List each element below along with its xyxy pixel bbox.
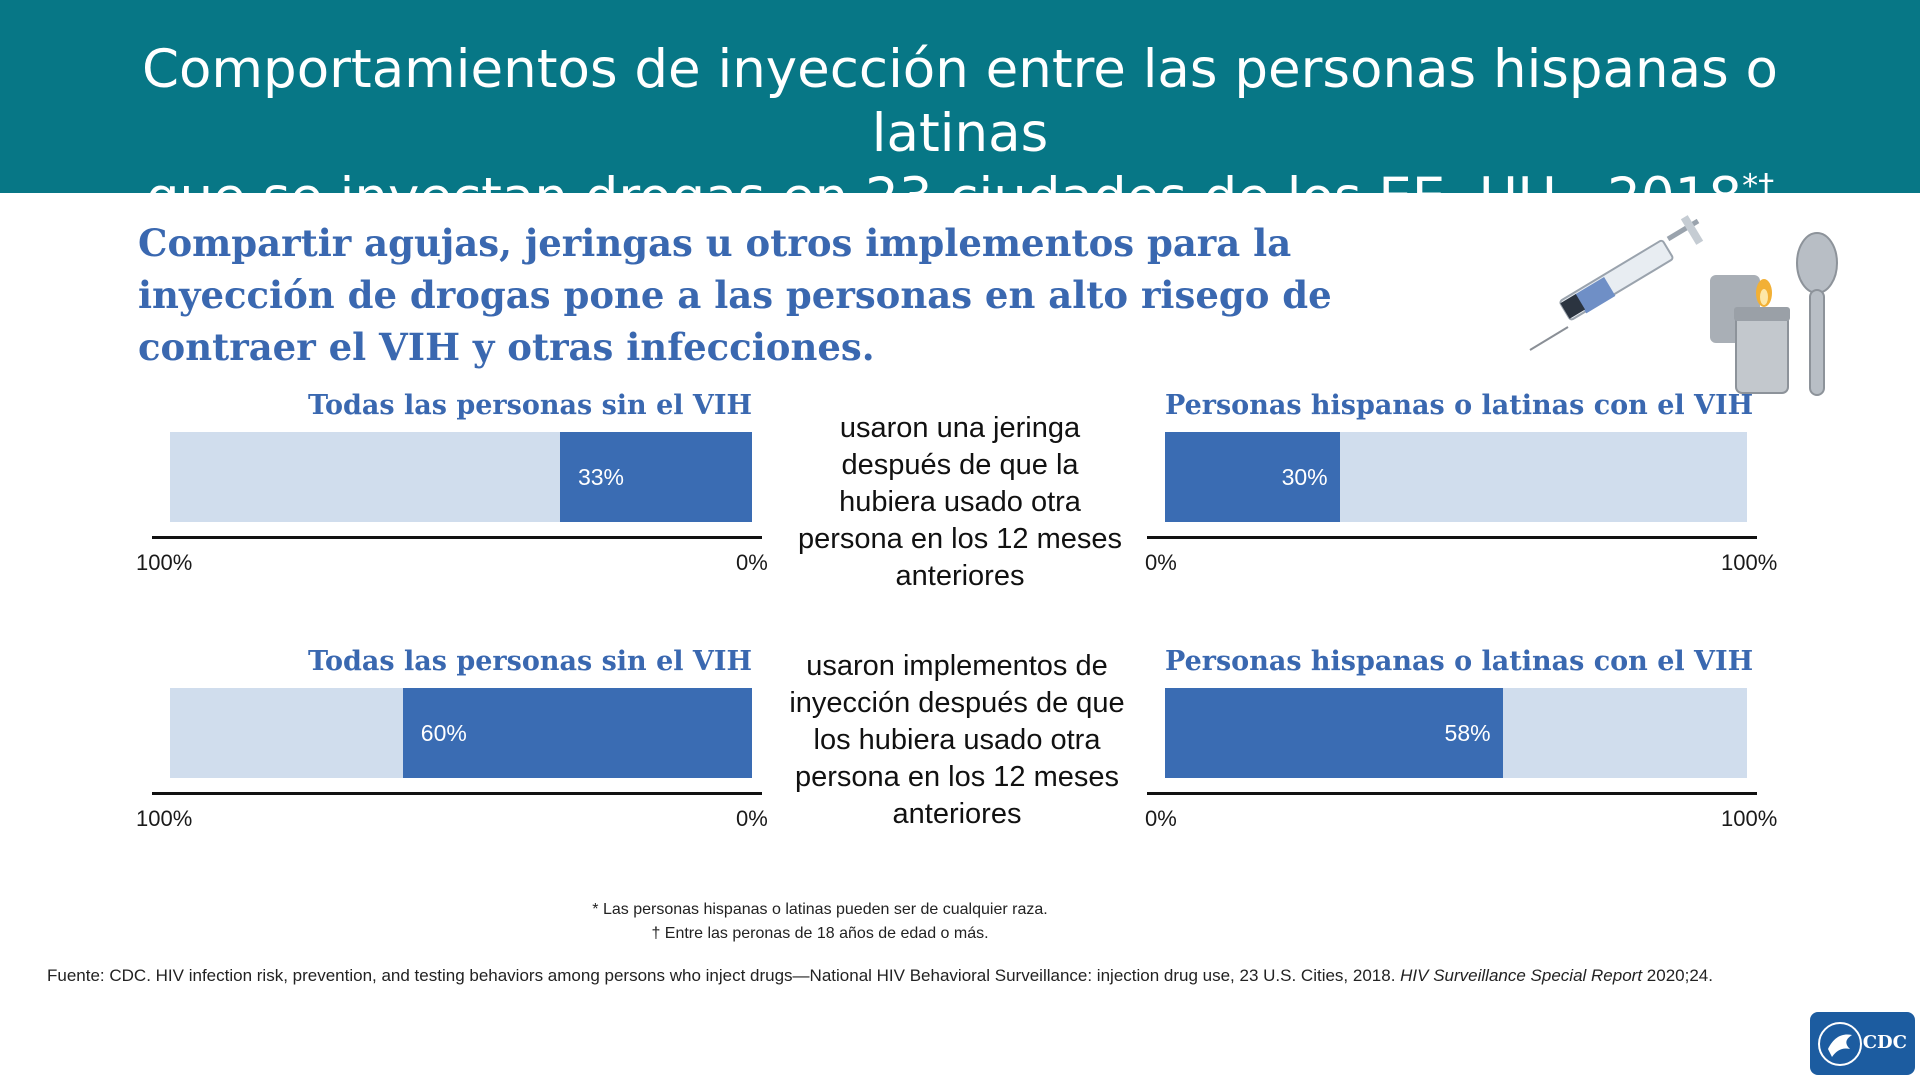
bar-track: 33% — [170, 432, 752, 522]
chart-4: Personas hispanas o latinas con el VIH 5… — [1145, 646, 1777, 846]
chart-1: Todas las personas sin el VIH 33% 100% 0… — [136, 390, 768, 590]
tick-label-right: 0% — [736, 806, 768, 831]
cdc-logo-text: CDC — [1862, 1032, 1907, 1053]
lighter-icon — [1710, 275, 1790, 394]
title-line-1: Comportamientos de inyección entre las p… — [142, 39, 1778, 164]
bar-fill — [559, 432, 752, 522]
cdc-logo: CDC — [1810, 1012, 1915, 1075]
bar-fill — [1165, 432, 1340, 522]
bar-fill — [1165, 688, 1503, 778]
bar-fill — [402, 688, 752, 778]
description-2: usaron implementos de inyección después … — [789, 650, 1125, 830]
chart-title: Todas las personas sin el VIH — [308, 390, 752, 421]
source-italic: HIV Surveillance Special Report — [1400, 966, 1643, 985]
tick-label-left: 100% — [136, 806, 193, 831]
chart-3: Todas las personas sin el VIH 60% 100% 0… — [136, 646, 768, 846]
drug-paraphernalia-illustration — [1529, 215, 1838, 396]
description-1: usaron una jeringa después de que la hub… — [797, 412, 1123, 592]
bar-value-label: 60% — [420, 720, 467, 746]
chart-title: Personas hispanas o latinas con el VIH — [1165, 646, 1754, 677]
axis-line — [152, 792, 762, 795]
bar-track: 30% — [1165, 432, 1747, 522]
bar-track: 60% — [170, 688, 752, 778]
source-citation: Fuente: CDC. HIV infection risk, prevent… — [47, 966, 1713, 986]
bar-track: 58% — [1165, 688, 1747, 778]
tick-label-right: 100% — [1721, 550, 1778, 575]
chart-title: Todas las personas sin el VIH — [308, 646, 752, 677]
syringe-icon — [1529, 215, 1704, 351]
chart-2: Personas hispanas o latinas con el VIH 3… — [1145, 390, 1777, 590]
hhs-eagle-icon — [1818, 1022, 1862, 1066]
page-title: Comportamientos de inyección entre las p… — [60, 38, 1860, 230]
source-tail: 2020;24. — [1642, 966, 1713, 985]
chart-title: Personas hispanas o latinas con el VIH — [1165, 390, 1754, 421]
tick-label-right: 0% — [736, 550, 768, 575]
axis-line — [1147, 792, 1757, 795]
tick-label-left: 100% — [136, 550, 193, 575]
title-footnote-mark: *† — [1742, 166, 1775, 205]
footnote-2: † Entre las peronas de 18 años de edad o… — [651, 925, 989, 942]
source-text: Fuente: CDC. HIV infection risk, prevent… — [47, 966, 1401, 985]
footnote-1: * Las personas hispanas o latinas pueden… — [592, 901, 1048, 918]
axis-line — [1147, 536, 1757, 539]
bar-value-label: 30% — [1281, 464, 1328, 490]
tick-label-right: 100% — [1721, 806, 1778, 831]
title-line-2: que se inyectan drogas en 23 ciudades de… — [145, 167, 1743, 228]
header-banner: Comportamientos de inyección entre las p… — [0, 0, 1920, 228]
intro-text: Compartir agujas, jeringas u otros imple… — [138, 221, 1332, 369]
axis-line — [152, 536, 762, 539]
spoon-icon — [1796, 232, 1838, 396]
footnotes: * Las personas hispanas o latinas pueden… — [560, 898, 1080, 946]
tick-label-left: 0% — [1145, 806, 1177, 831]
bar-value-label: 58% — [1444, 720, 1491, 746]
bar-value-label: 33% — [577, 464, 624, 490]
tick-label-left: 0% — [1145, 550, 1177, 575]
